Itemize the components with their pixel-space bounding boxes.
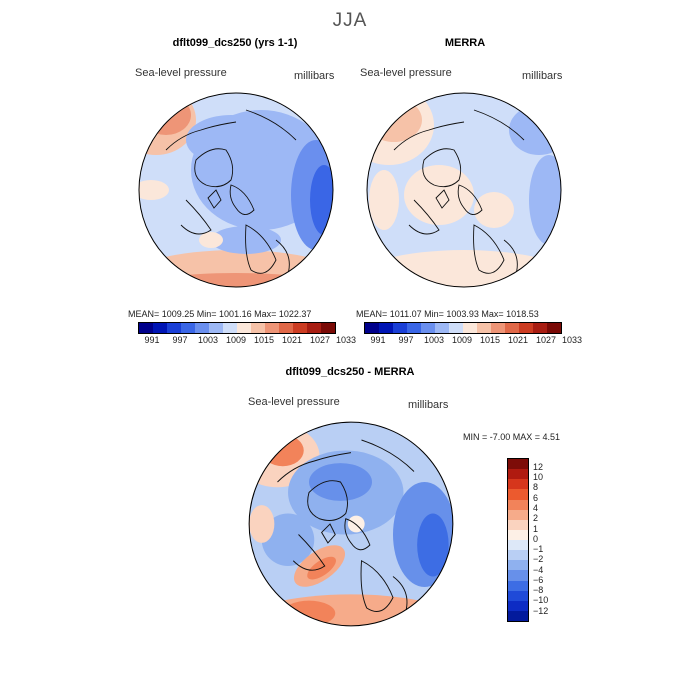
- diff-colorbar-ticks: 12 10 8 6 4 2 1 0 −1 −2 −4 −6 −8 −10 −12: [533, 458, 573, 628]
- colorbar-tick: 6: [533, 493, 539, 503]
- colorbar-tick: −6: [533, 575, 544, 585]
- panel1-title: dflt099_dcs250 (yrs 1-1): [172, 37, 298, 49]
- colorbar-swatch: [237, 323, 251, 333]
- colorbar-swatch: [533, 323, 547, 333]
- colorbar-tick: 1015: [479, 335, 501, 345]
- colorbar-swatch: [508, 489, 528, 500]
- colorbar-tick: −1: [533, 544, 544, 554]
- colorbar-swatch: [508, 519, 528, 530]
- colorbar-tick: 991: [370, 335, 386, 345]
- colorbar-swatch: [449, 323, 463, 333]
- panel2-colorbar-ticks: 991 997 1003 1009 1015 1021 1027 1033: [364, 335, 582, 347]
- colorbar-tick: 1027: [309, 335, 331, 345]
- colorbar-swatch: [379, 323, 393, 333]
- colorbar-swatch: [223, 323, 237, 333]
- panel1-map: [138, 92, 334, 288]
- colorbar-swatch: [407, 323, 421, 333]
- colorbar-swatch: [508, 499, 528, 510]
- colorbar-tick: 10: [533, 472, 544, 482]
- colorbar-swatch: [153, 323, 167, 333]
- colorbar-tick: 1033: [335, 335, 357, 345]
- colorbar-swatch: [505, 323, 519, 333]
- season-title: JJA: [332, 10, 368, 31]
- colorbar-tick: 1021: [281, 335, 303, 345]
- colorbar-tick: −4: [533, 565, 544, 575]
- colorbar-tick: 8: [533, 482, 539, 492]
- colorbar-swatch: [435, 323, 449, 333]
- colorbar-swatch: [508, 540, 528, 551]
- colorbar-swatch: [508, 550, 528, 561]
- colorbar-tick: −8: [533, 585, 544, 595]
- colorbar-tick: 0: [533, 534, 539, 544]
- colorbar-tick: 1021: [507, 335, 529, 345]
- panel2-title: MERRA: [444, 37, 486, 49]
- colorbar-tick: 1003: [197, 335, 219, 345]
- colorbar-swatch: [365, 323, 379, 333]
- colorbar-swatch: [508, 590, 528, 601]
- diff-min-max: MIN = -7.00 MAX = 4.51: [463, 432, 561, 442]
- colorbar-tick: 991: [144, 335, 160, 345]
- colorbar-swatch: [463, 323, 477, 333]
- colorbar-swatch: [279, 323, 293, 333]
- colorbar-swatch: [508, 459, 528, 470]
- colorbar-tick: −10: [533, 595, 549, 605]
- colorbar-tick: 1009: [451, 335, 473, 345]
- diff-units-label: millibars: [408, 399, 449, 411]
- diff-panel-title: dflt099_dcs250 - MERRA: [285, 366, 415, 378]
- panel1-colorbar-ticks: 991 997 1003 1009 1015 1021 1027 1033: [138, 335, 356, 347]
- colorbar-tick: 1: [533, 524, 539, 534]
- panel1-variable-label: Sea-level pressure: [135, 67, 227, 79]
- colorbar-tick: 997: [398, 335, 414, 345]
- colorbar-swatch: [491, 323, 505, 333]
- colorbar-swatch: [209, 323, 223, 333]
- diff-variable-label: Sea-level pressure: [248, 396, 340, 408]
- panel1-stats: MEAN= 1009.25 Min= 1001.16 Max= 1022.37: [128, 309, 312, 319]
- panel2-colorbar: [364, 322, 562, 334]
- panel2-variable-label: Sea-level pressure: [360, 67, 452, 79]
- colorbar-swatch: [307, 323, 321, 333]
- colorbar-swatch: [477, 323, 491, 333]
- colorbar-swatch: [421, 323, 435, 333]
- colorbar-swatch: [508, 580, 528, 591]
- panel1-units-label: millibars: [294, 70, 335, 82]
- colorbar-swatch: [508, 610, 528, 621]
- panel1-colorbar: [138, 322, 336, 334]
- colorbar-swatch: [139, 323, 153, 333]
- colorbar-swatch: [508, 479, 528, 490]
- colorbar-swatch: [293, 323, 307, 333]
- colorbar-swatch: [508, 509, 528, 520]
- colorbar-tick: 1027: [535, 335, 557, 345]
- panel2-map: [366, 92, 562, 288]
- colorbar-swatch: [508, 570, 528, 581]
- colorbar-swatch: [265, 323, 279, 333]
- colorbar-swatch: [519, 323, 533, 333]
- diff-map: [248, 421, 454, 627]
- colorbar-tick: 997: [172, 335, 188, 345]
- colorbar-swatch: [508, 469, 528, 480]
- colorbar-tick: 4: [533, 503, 539, 513]
- diff-colorbar: [507, 458, 529, 622]
- colorbar-tick: 1009: [225, 335, 247, 345]
- colorbar-swatch: [181, 323, 195, 333]
- colorbar-swatch: [251, 323, 265, 333]
- colorbar-tick: 1015: [253, 335, 275, 345]
- colorbar-tick: 2: [533, 513, 539, 523]
- panel2-stats: MEAN= 1011.07 Min= 1003.93 Max= 1018.53: [356, 309, 539, 319]
- colorbar-swatch: [508, 529, 528, 540]
- colorbar-swatch: [508, 560, 528, 571]
- colorbar-swatch: [508, 600, 528, 611]
- colorbar-tick: 12: [533, 462, 544, 472]
- colorbar-swatch: [167, 323, 181, 333]
- colorbar-tick: −2: [533, 554, 544, 564]
- colorbar-tick: 1033: [561, 335, 583, 345]
- colorbar-tick: −12: [533, 606, 549, 616]
- colorbar-swatch: [195, 323, 209, 333]
- colorbar-tick: 1003: [423, 335, 445, 345]
- colorbar-swatch: [321, 323, 335, 333]
- colorbar-swatch: [547, 323, 561, 333]
- colorbar-swatch: [393, 323, 407, 333]
- panel2-units-label: millibars: [522, 70, 563, 82]
